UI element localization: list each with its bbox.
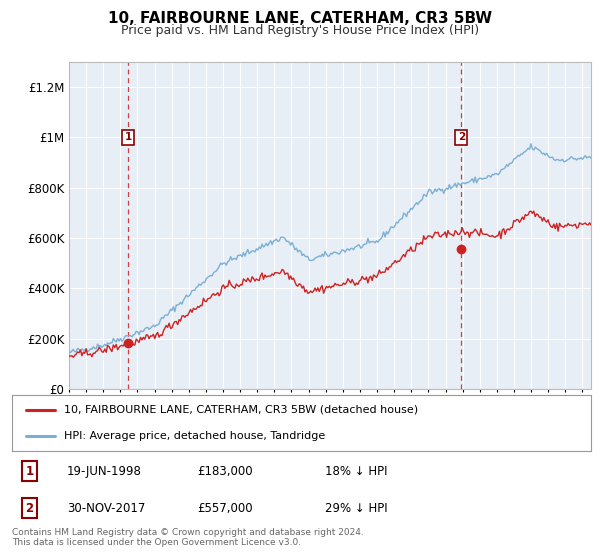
Text: 18% ↓ HPI: 18% ↓ HPI [325, 465, 387, 478]
Text: 1: 1 [25, 465, 34, 478]
Text: Price paid vs. HM Land Registry's House Price Index (HPI): Price paid vs. HM Land Registry's House … [121, 24, 479, 36]
Text: Contains HM Land Registry data © Crown copyright and database right 2024.
This d: Contains HM Land Registry data © Crown c… [12, 528, 364, 547]
Text: 1: 1 [125, 132, 132, 142]
Text: £557,000: £557,000 [197, 502, 253, 515]
Text: 2: 2 [25, 502, 34, 515]
Text: £183,000: £183,000 [197, 465, 253, 478]
Text: 30-NOV-2017: 30-NOV-2017 [67, 502, 145, 515]
Text: 29% ↓ HPI: 29% ↓ HPI [325, 502, 387, 515]
Text: 2: 2 [458, 132, 465, 142]
Text: HPI: Average price, detached house, Tandridge: HPI: Average price, detached house, Tand… [64, 431, 325, 441]
Text: 19-JUN-1998: 19-JUN-1998 [67, 465, 142, 478]
Text: 10, FAIRBOURNE LANE, CATERHAM, CR3 5BW (detached house): 10, FAIRBOURNE LANE, CATERHAM, CR3 5BW (… [64, 405, 418, 415]
Text: 10, FAIRBOURNE LANE, CATERHAM, CR3 5BW: 10, FAIRBOURNE LANE, CATERHAM, CR3 5BW [108, 11, 492, 26]
